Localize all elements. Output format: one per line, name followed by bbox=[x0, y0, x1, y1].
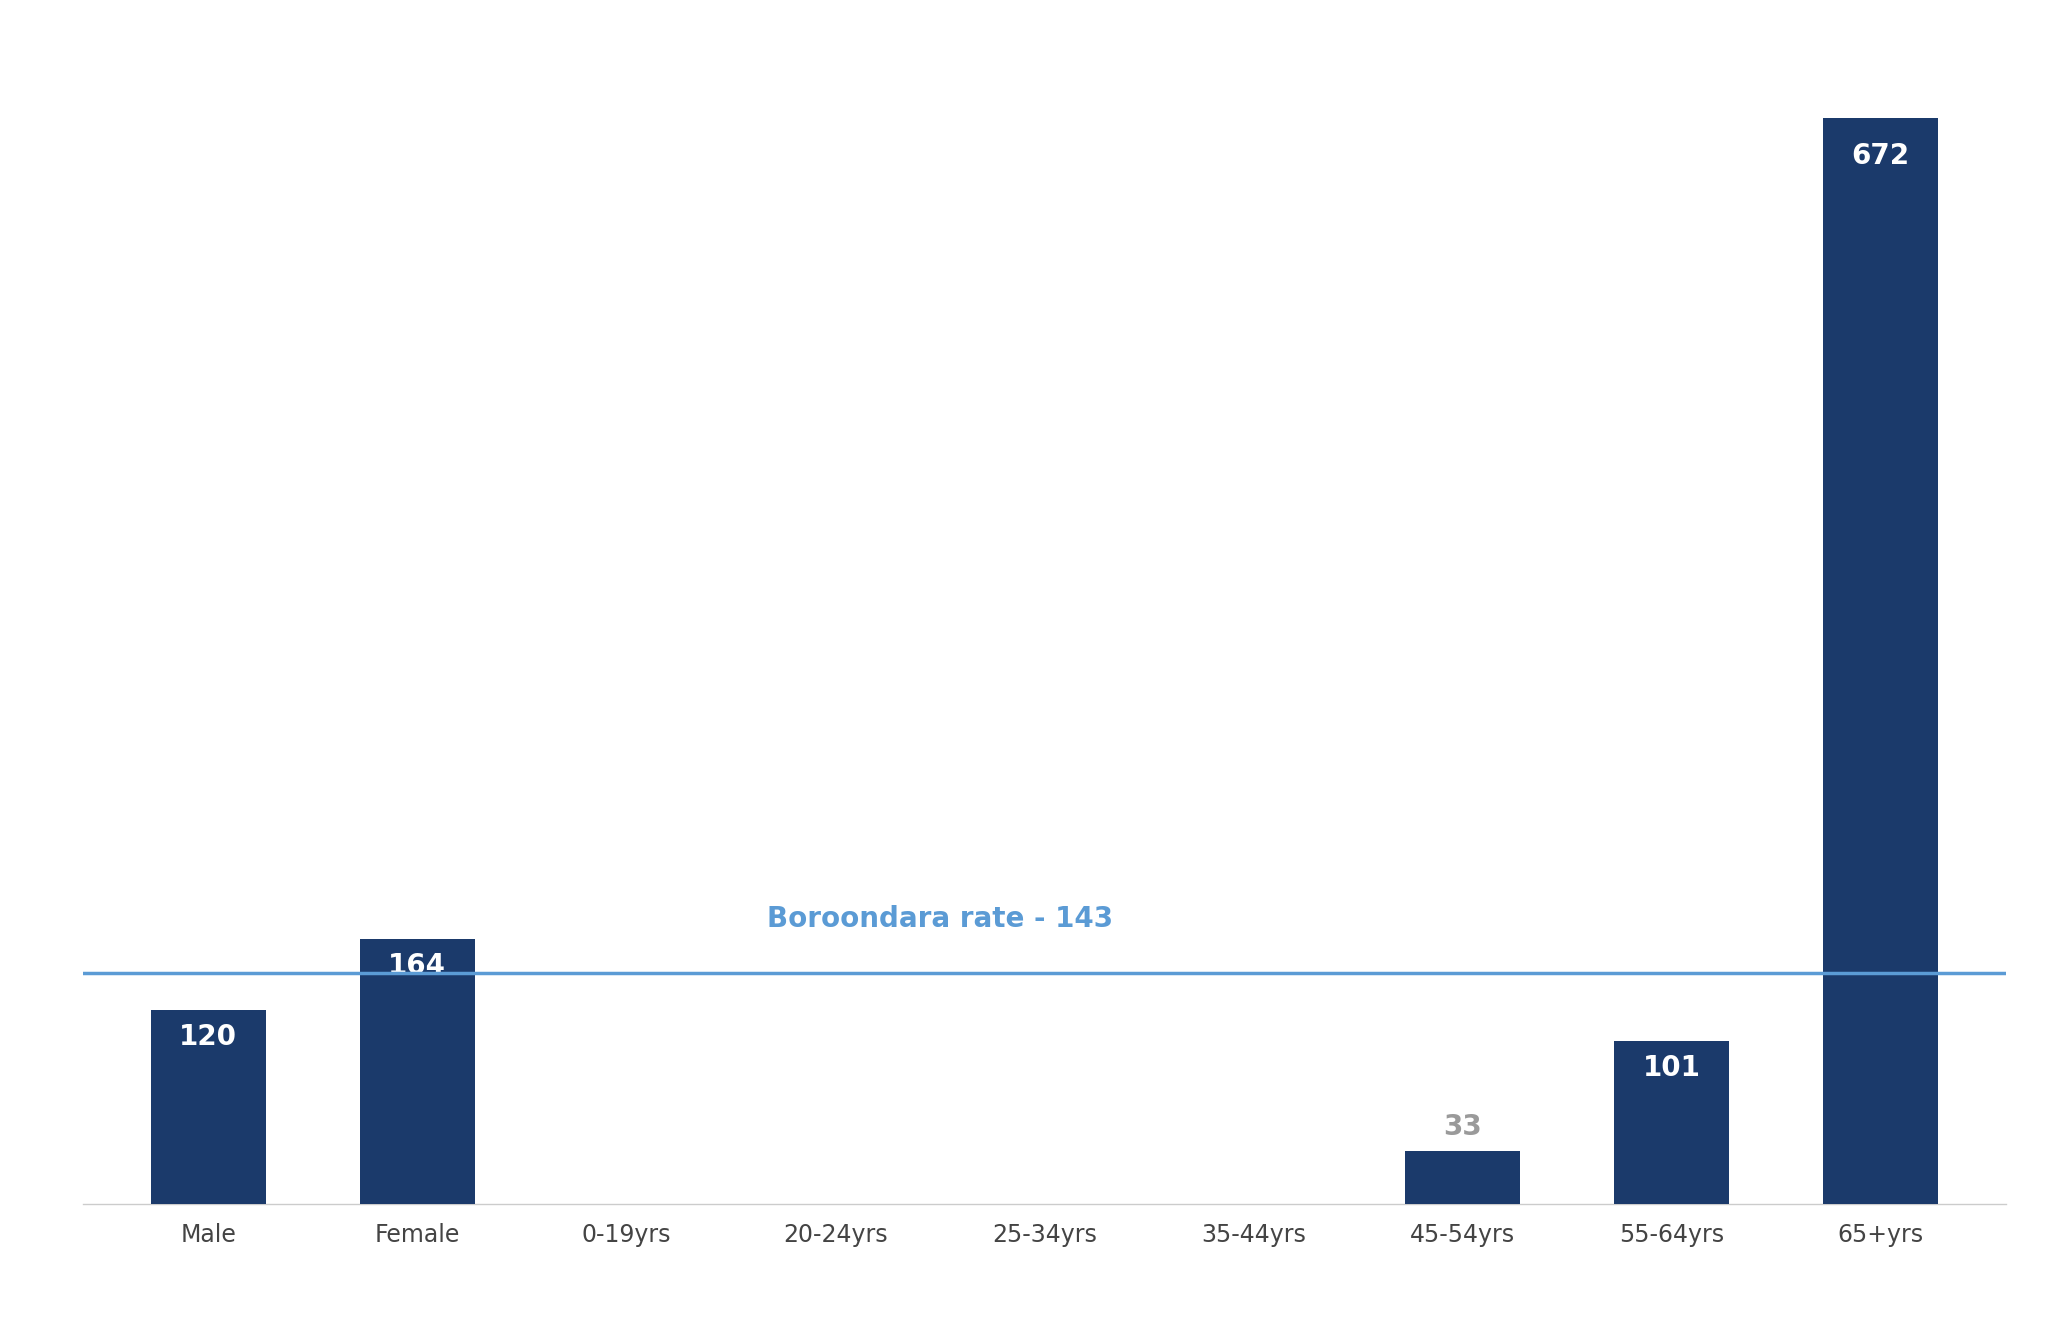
Text: 120: 120 bbox=[180, 1024, 238, 1052]
Bar bbox=[360, 939, 476, 1204]
Bar bbox=[1824, 118, 1938, 1204]
Bar bbox=[151, 1010, 265, 1204]
Text: 33: 33 bbox=[1443, 1113, 1483, 1141]
Text: 164: 164 bbox=[389, 953, 447, 979]
Text: 101: 101 bbox=[1642, 1054, 1700, 1082]
Bar bbox=[1613, 1041, 1729, 1204]
Text: 672: 672 bbox=[1851, 142, 1909, 170]
Bar bbox=[1404, 1151, 1520, 1204]
Text: Boroondara rate - 143: Boroondara rate - 143 bbox=[767, 904, 1113, 933]
